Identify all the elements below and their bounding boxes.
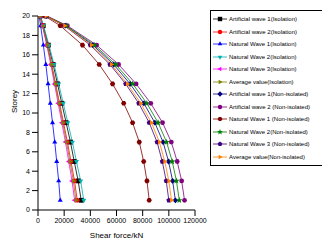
svg-text:18: 18 [22, 32, 30, 39]
svg-text:20000: 20000 [54, 217, 74, 224]
svg-text:10: 10 [22, 109, 30, 116]
html-text:Artificial wave 1(Non-isolated: Artificial wave 1(Non-isolated) [229, 91, 309, 98]
svg-text:0: 0 [36, 217, 40, 224]
svg-text:8: 8 [26, 129, 30, 136]
html-text:Natural Wave 3 (Non-isolated): Natural Wave 3 (Non-isolated) [229, 141, 310, 148]
svg-text:120000: 120000 [183, 217, 206, 224]
svg-text:14: 14 [22, 71, 30, 78]
svg-text:12: 12 [22, 90, 30, 97]
svg-text:2: 2 [26, 187, 30, 194]
svg-text:0: 0 [26, 206, 30, 213]
svg-text:80000: 80000 [133, 217, 153, 224]
svg-text:40000: 40000 [81, 217, 101, 224]
svg-text:60000: 60000 [107, 217, 127, 224]
html-text:Natural Wave 3(Isolation): Natural Wave 3(Isolation) [229, 66, 297, 73]
html-text:Artificial wave 2 (Non-isolate: Artificial wave 2 (Non-isolated) [229, 103, 310, 110]
html-text:Natural Wave 2(Isolation): Natural Wave 2(Isolation) [229, 53, 297, 60]
html-text:Artificial wave 2(Isolation): Artificial wave 2(Isolation) [229, 28, 297, 35]
svg-text:20: 20 [22, 12, 30, 19]
svg-text:100000: 100000 [157, 217, 180, 224]
html-text:Average value(Isolation): Average value(Isolation) [229, 78, 294, 85]
svg-text:Shear force/kN: Shear force/kN [90, 231, 144, 240]
html-text:Natural Wave 1 (Non-isolated): Natural Wave 1 (Non-isolated) [229, 116, 310, 123]
svg-text:4: 4 [26, 168, 30, 175]
svg-text:6: 6 [26, 148, 30, 155]
html-text:Artificial wave 1(Isolation): Artificial wave 1(Isolation) [229, 16, 297, 23]
html-text:Natural Wave 2(Non-isolated): Natural Wave 2(Non-isolated) [229, 128, 308, 135]
html-text:Average value(Non-isolated): Average value(Non-isolated) [229, 153, 305, 160]
html-text:Natural Wave 1(Isolation): Natural Wave 1(Isolation) [229, 41, 297, 48]
svg-text:Storey: Storey [10, 90, 19, 113]
svg-text:16: 16 [22, 51, 30, 58]
